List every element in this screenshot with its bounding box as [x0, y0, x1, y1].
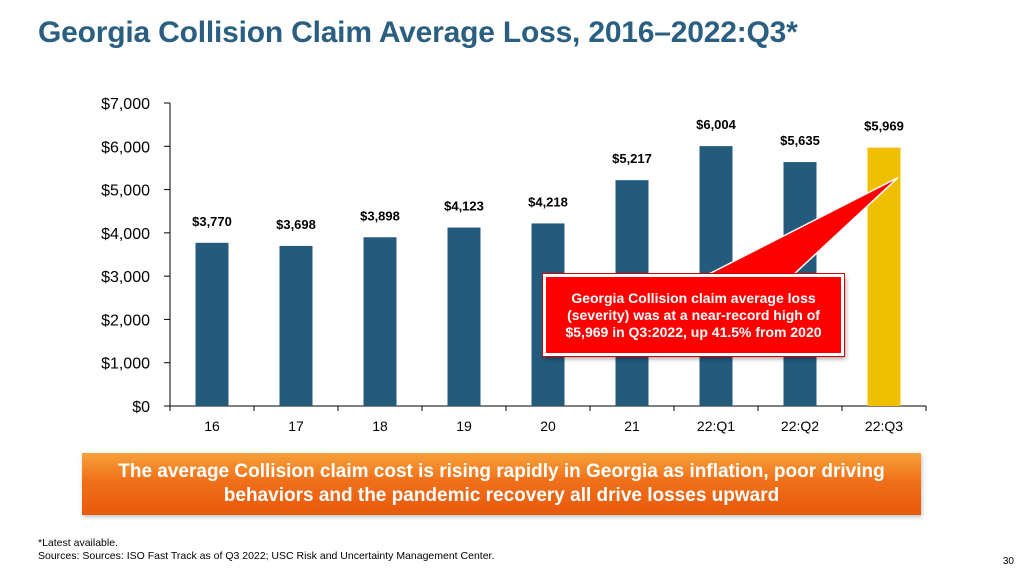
- y-axis: $0 $1,000 $2,000 $3,000 $4,000 $5,000 $6,000 $7…: [101, 96, 171, 416]
- data-label-20: $4,218: [528, 194, 568, 209]
- y-tick-label: $7,000: [101, 96, 150, 113]
- bar-19: [447, 227, 481, 406]
- bar-16: [195, 242, 229, 406]
- y-tick-label: $2,000: [101, 312, 150, 329]
- bar-chart: $0 $1,000 $2,000 $3,000 $4,000 $5,000 $6,000 $7…: [101, 96, 927, 434]
- footnote-latest: *Latest available.: [38, 537, 118, 549]
- y-tick-label: $3,000: [101, 269, 150, 286]
- data-label-19: $4,123: [444, 199, 484, 214]
- data-label-21: $5,217: [612, 151, 652, 166]
- bars: [195, 146, 901, 407]
- summary-banner: The average Collision claim cost is risi…: [82, 453, 921, 515]
- page-title: Georgia Collision Claim Average Loss, 20…: [38, 16, 798, 49]
- x-tick-label: 22:Q1: [697, 418, 735, 434]
- data-label-22:Q3: $5,969: [864, 119, 904, 134]
- x-tick-label: 22:Q3: [865, 418, 903, 434]
- callout-box: Georgia Collision claim average loss (se…: [543, 274, 844, 356]
- data-label-17: $3,698: [276, 217, 316, 232]
- data-label-18: $3,898: [360, 208, 400, 223]
- x-tick-label: 20: [540, 418, 556, 434]
- x-tick-label: 21: [624, 418, 640, 434]
- y-tick-label: $5,000: [101, 183, 150, 200]
- x-axis: 16 17 18 19 20 21 22:Q1 22:Q2 22:Q3: [169, 405, 927, 434]
- x-tick-label: 22:Q2: [781, 418, 819, 434]
- y-tick-label: $0: [132, 399, 150, 416]
- x-tick-label: 19: [456, 418, 472, 434]
- data-label-22:Q1: $6,004: [696, 117, 737, 132]
- x-tick-label: 16: [204, 418, 220, 434]
- data-label-16: $3,770: [192, 214, 232, 229]
- x-tick-label: 18: [372, 418, 388, 434]
- y-tick-label: $4,000: [101, 226, 150, 243]
- data-labels: $3,770 $3,698 $3,898 $4,123 $4,218 $5,217 $6,0…: [192, 117, 904, 232]
- x-tick-label: 17: [288, 418, 304, 434]
- bar-17: [279, 245, 313, 406]
- y-tick-label: $1,000: [101, 356, 150, 373]
- footnote-sources: Sources: Sources: ISO Fast Track as of Q…: [38, 550, 495, 562]
- y-tick-label: $6,000: [101, 139, 150, 156]
- bar-18: [363, 237, 397, 406]
- data-label-22:Q2: $5,635: [780, 133, 820, 148]
- page-number: 30: [1002, 556, 1014, 567]
